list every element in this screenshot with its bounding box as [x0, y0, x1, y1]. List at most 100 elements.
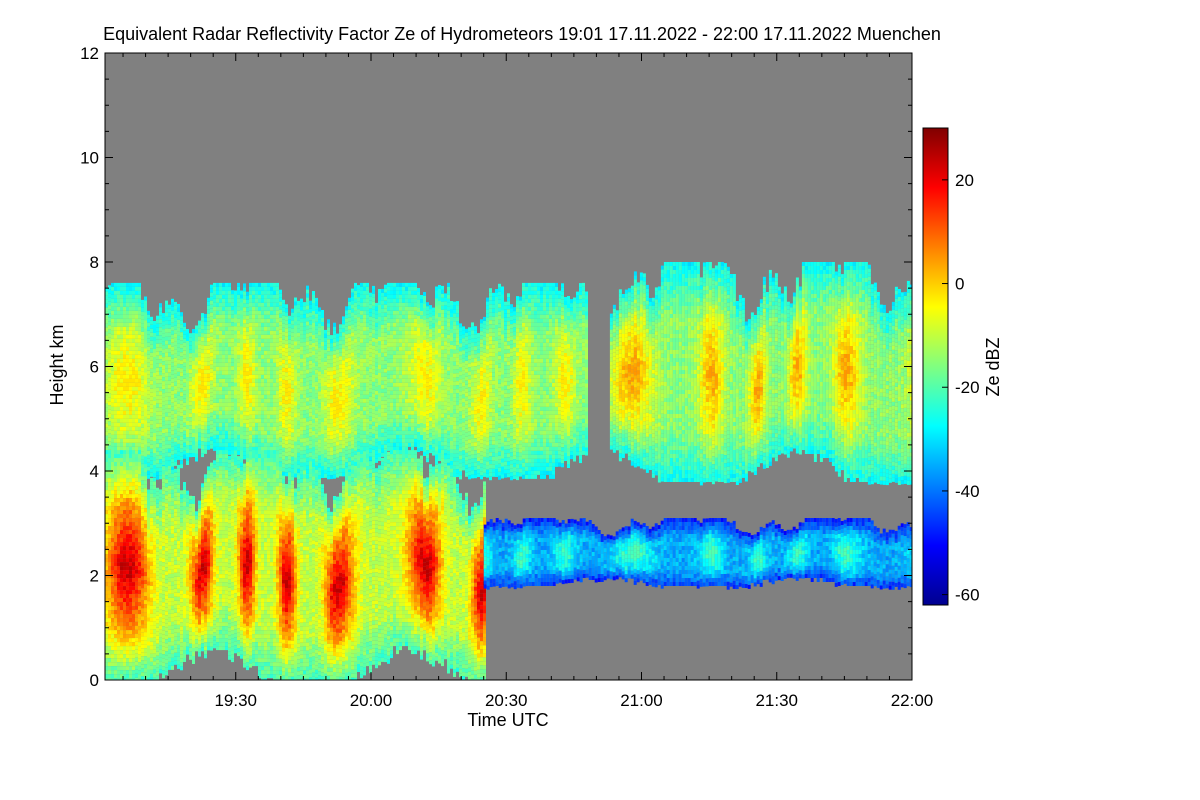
ze-cell — [159, 427, 162, 432]
ze-cell — [333, 402, 336, 407]
ze-cell — [348, 373, 351, 378]
ze-cell — [162, 357, 165, 362]
ze-cell — [345, 378, 348, 383]
ze-cell — [417, 312, 420, 316]
ze-cell — [270, 330, 273, 335]
ze-cell — [267, 354, 270, 359]
ze-cell — [225, 342, 228, 347]
ze-cell — [234, 394, 237, 399]
ze-cell — [165, 324, 168, 329]
ze-cell — [321, 418, 324, 422]
ze-cell — [294, 405, 297, 410]
ze-cell — [210, 400, 213, 405]
ze-cell — [210, 372, 213, 377]
ze-cell — [366, 358, 369, 363]
ze-cell — [417, 412, 420, 416]
ze-cell — [303, 442, 306, 447]
ze-cell — [174, 317, 177, 322]
ze-cell — [210, 356, 213, 361]
ze-cell — [237, 358, 240, 363]
ze-cell — [411, 414, 414, 419]
ze-cell — [237, 394, 240, 399]
ze-cell — [387, 402, 390, 407]
ze-cell — [399, 406, 402, 411]
ze-cell — [318, 435, 321, 440]
ze-cell — [267, 290, 270, 295]
ze-cell — [312, 423, 315, 427]
ze-cell — [375, 402, 378, 407]
ze-cell — [357, 377, 360, 382]
ze-cell — [297, 464, 300, 469]
ze-cell — [396, 426, 399, 431]
ze-cell — [369, 404, 372, 409]
ze-cell — [231, 414, 234, 419]
ze-cell — [249, 386, 252, 391]
ze-cell — [237, 346, 240, 351]
ze-cell — [348, 317, 351, 322]
ze-cell — [111, 290, 114, 295]
ze-cell — [225, 330, 228, 335]
ze-cell — [381, 376, 384, 381]
ze-cell — [147, 366, 150, 371]
ze-cell — [219, 354, 222, 359]
ze-cell — [264, 350, 267, 355]
ze-cell — [264, 358, 267, 363]
ze-cell — [420, 403, 423, 407]
ze-cell — [117, 322, 120, 327]
ze-cell — [177, 439, 180, 444]
ze-cell — [417, 328, 420, 332]
ze-cell — [210, 292, 213, 297]
ze-cell — [147, 454, 150, 459]
ze-cell — [243, 367, 246, 372]
ze-cell — [450, 405, 453, 409]
ze-cell — [219, 446, 222, 451]
ze-cell — [120, 398, 123, 403]
ze-cell — [201, 341, 204, 346]
ze-cell — [222, 414, 225, 419]
ze-cell — [243, 343, 246, 348]
ze-cell — [378, 409, 381, 413]
ze-cell — [198, 356, 201, 361]
ze-cell — [411, 322, 414, 327]
ze-cell — [321, 358, 324, 362]
ze-cell — [306, 285, 309, 290]
ze-cell — [261, 334, 264, 339]
ze-cell — [318, 427, 321, 432]
ze-cell — [258, 322, 261, 327]
ze-cell — [123, 314, 126, 319]
ze-cell — [402, 334, 405, 339]
ze-cell — [165, 392, 168, 397]
ze-cell — [336, 461, 339, 466]
ze-cell — [387, 418, 390, 423]
ze-cell — [345, 390, 348, 395]
ze-cell — [312, 399, 315, 403]
ze-cell — [261, 438, 264, 443]
ze-cell — [240, 394, 243, 399]
ze-cell — [105, 439, 108, 444]
ze-cell — [366, 434, 369, 439]
ze-cell — [228, 370, 231, 375]
ze-cell — [306, 469, 309, 474]
ze-cell — [348, 297, 351, 302]
ze-cell — [426, 334, 429, 339]
ze-cell — [258, 438, 261, 443]
ze-cell — [186, 337, 189, 341]
ze-cell — [153, 381, 156, 385]
ze-cell — [393, 362, 396, 367]
ze-cell — [342, 368, 345, 373]
ze-cell — [414, 318, 417, 323]
ze-cell — [243, 383, 246, 388]
ze-cell — [318, 307, 321, 312]
ze-cell — [126, 334, 129, 339]
ze-cell — [192, 373, 195, 377]
ze-cell — [276, 350, 279, 355]
ze-cell — [390, 410, 393, 415]
ze-cell — [396, 298, 399, 303]
ze-cell — [330, 463, 333, 468]
ze-cell — [414, 410, 417, 415]
ze-cell — [114, 442, 117, 447]
ze-cell — [111, 382, 114, 387]
ze-cell — [375, 386, 378, 391]
ze-cell — [219, 358, 222, 363]
ze-cell — [135, 430, 138, 435]
